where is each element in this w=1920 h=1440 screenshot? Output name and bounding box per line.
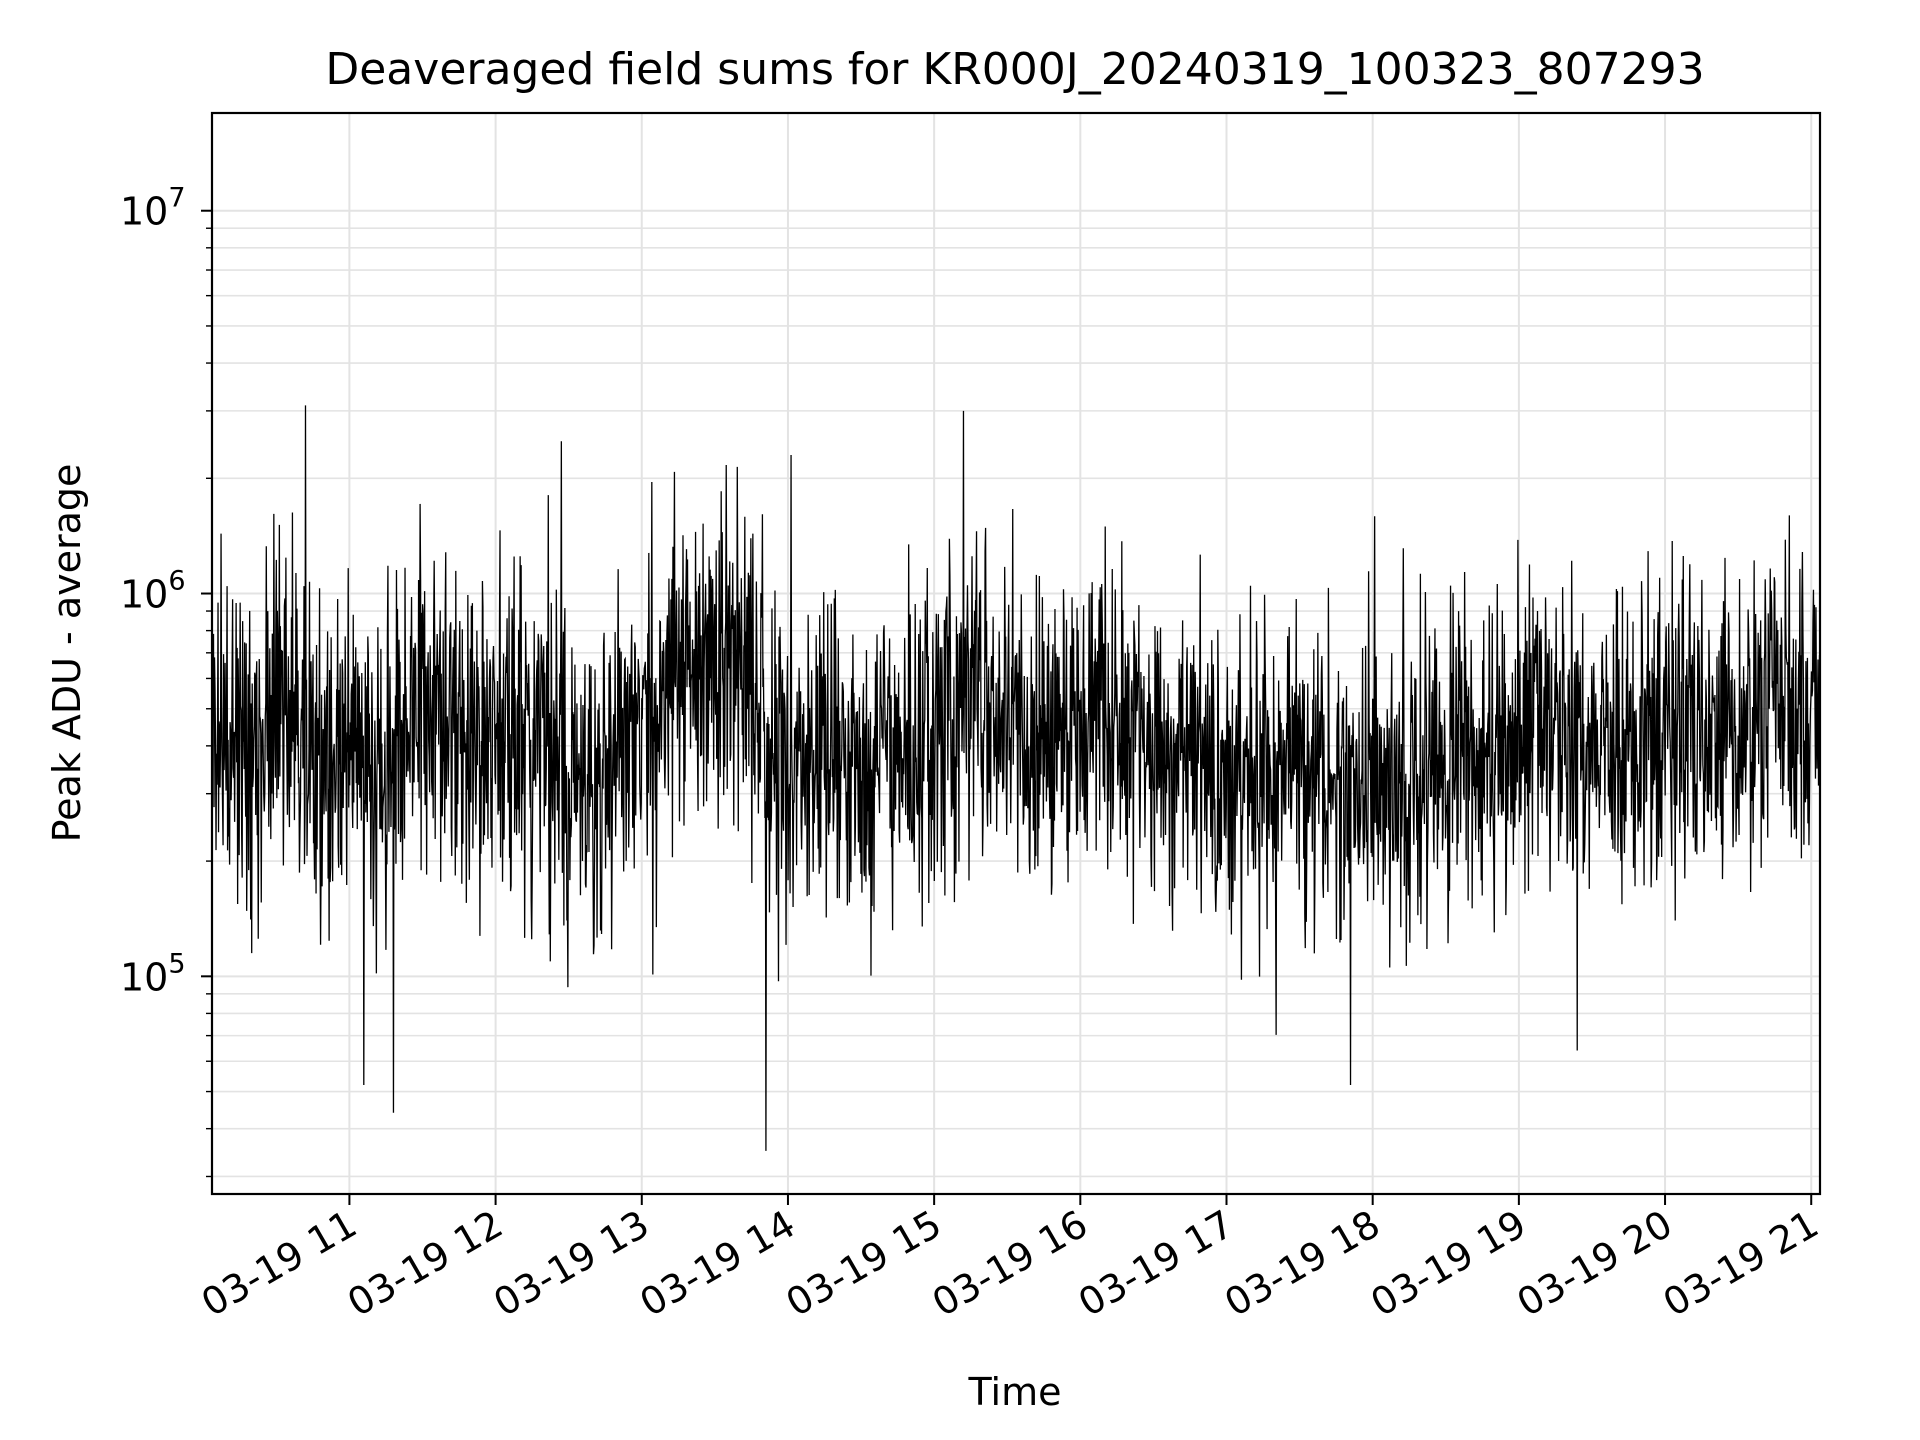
series-line — [212, 405, 1820, 1151]
y-tick-label: 107 — [120, 183, 186, 234]
chart-title: Deaveraged field sums for KR000J_2024031… — [325, 44, 1704, 95]
y-axis-label: Peak ADU - average — [45, 464, 89, 843]
y-tick-label: 105 — [120, 948, 186, 999]
x-axis-label: Time — [968, 1370, 1062, 1414]
y-axis: 105 106 107 — [120, 183, 212, 1178]
y-tick-label: 106 — [120, 566, 186, 617]
plot-area — [212, 405, 1820, 1151]
